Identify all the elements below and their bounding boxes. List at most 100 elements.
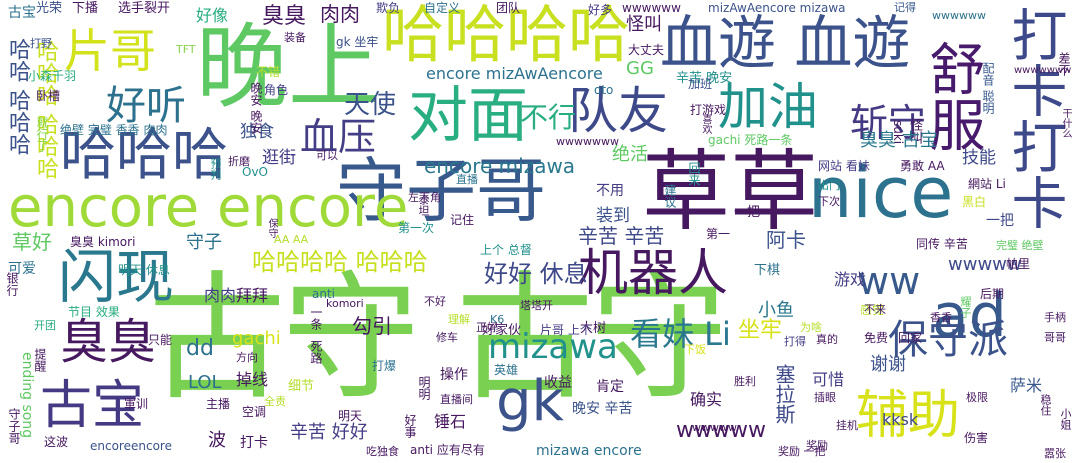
word: 吃独食 xyxy=(366,445,399,458)
word: 晚上 xyxy=(196,14,381,121)
word: 臭臭 古宝 xyxy=(860,130,938,151)
word: 打卡打卡 xyxy=(1002,6,1067,230)
word: 保守 xyxy=(266,218,277,238)
word: 塔塔开 xyxy=(520,299,553,312)
word: AA AA xyxy=(274,233,309,246)
word: TFT xyxy=(176,43,196,56)
word: 好听 xyxy=(106,83,186,129)
word: 明天 休息 xyxy=(118,263,170,277)
word: 明明 xyxy=(417,376,431,400)
word: 稳住 xyxy=(1039,394,1052,416)
word: 一把 xyxy=(986,213,1014,229)
word: 装到 xyxy=(596,206,630,226)
word: 血遊 血遊 xyxy=(660,9,911,77)
word: 肉肉 xyxy=(320,2,360,26)
word: 帕里 xyxy=(1006,257,1031,271)
word: 差不 xyxy=(1057,52,1071,76)
word: 辛苦 辛苦 xyxy=(578,224,665,248)
word: 上个 总督 xyxy=(480,243,532,257)
word: 哈哈 哈哈哈 xyxy=(5,38,30,155)
word: 好多 xyxy=(588,3,613,17)
word: nice xyxy=(808,152,954,234)
word: 肉肉 xyxy=(204,286,237,305)
word: 片哥 上个 xyxy=(540,323,592,337)
word: 绝活 xyxy=(612,144,648,165)
word: mizawa encore xyxy=(536,443,642,459)
word: 免费 xyxy=(864,331,889,345)
word: 选手裂开 xyxy=(118,1,171,16)
word: 手柄 xyxy=(1044,311,1066,324)
word: encore mizAwAencore xyxy=(426,64,603,83)
word: 耀子 xyxy=(959,296,972,318)
word: 干什么 xyxy=(1060,108,1071,138)
word: 网站 看妹 xyxy=(818,159,870,173)
word: 挂机 xyxy=(836,419,858,432)
word: 角色 xyxy=(264,83,289,97)
word: 古守 古守 xyxy=(148,258,728,419)
word: 不好 xyxy=(424,295,446,308)
word: 守子哥 xyxy=(336,150,546,232)
word: 自定义 xyxy=(424,1,461,15)
word: 同传 辛苦 xyxy=(916,237,968,251)
word: 确实 xyxy=(690,390,723,409)
word: 不行 xyxy=(520,101,577,134)
word: 一把 xyxy=(734,205,761,220)
word: 舒服 xyxy=(920,40,985,152)
word: 打爆 xyxy=(372,359,397,373)
word: gachi xyxy=(232,328,281,349)
word: 直播 xyxy=(456,173,478,186)
word: 怪叫 xyxy=(626,14,662,35)
word: 草好 xyxy=(12,230,52,254)
word: komori xyxy=(326,297,364,310)
word: 伤害 xyxy=(964,431,989,445)
word: 收益 xyxy=(544,375,572,391)
word: 锤石 xyxy=(434,412,467,431)
word: 片哥 xyxy=(64,24,156,78)
word: 奖励 一把 xyxy=(778,445,826,458)
word: 建议 xyxy=(663,184,677,208)
word: 哈哈哈哈 哈哈哈 xyxy=(252,248,428,276)
word: 天使 xyxy=(344,90,397,120)
word: anti xyxy=(312,287,335,301)
word: 打得 xyxy=(784,335,806,348)
word: 感觉 xyxy=(860,303,885,317)
word: suki xyxy=(891,120,905,145)
word: 臭臭 xyxy=(262,4,307,29)
word: anti 应有尽有 xyxy=(410,443,485,457)
word: 闪现 xyxy=(58,243,175,311)
word: 游戏 xyxy=(834,270,867,289)
word: 哈哈哈哈 xyxy=(382,0,631,71)
word: 奖励 xyxy=(806,439,828,452)
word: 后期 xyxy=(980,287,1005,301)
word: 左下角 xyxy=(408,191,441,204)
word: 晚安 晚安 xyxy=(249,82,263,134)
word: 对面 xyxy=(408,81,528,151)
word: 修车 xyxy=(436,331,458,344)
word: 可以 xyxy=(316,149,338,162)
word: 第一次 xyxy=(398,221,435,235)
word: 方向 xyxy=(236,351,258,364)
word: encoreencore xyxy=(90,439,172,453)
word: 哥哥 xyxy=(1044,331,1066,344)
word: 香香 xyxy=(930,311,952,324)
word: 肯定 xyxy=(596,379,624,395)
word: 节目 效果 xyxy=(68,305,120,319)
word: 出门 xyxy=(818,179,840,192)
word: 折磨 xyxy=(228,155,250,168)
word: 记住 xyxy=(450,213,475,227)
word: 下播 xyxy=(72,1,99,16)
word: 欺负 xyxy=(376,1,401,15)
word: 极限 xyxy=(966,391,988,404)
word: 绝壁 完璧 香香 肉肉 xyxy=(60,123,168,137)
word: wwwww xyxy=(692,421,737,434)
word: kksk xyxy=(882,410,919,429)
word: encore encore xyxy=(8,175,409,240)
word: 空调 xyxy=(242,405,267,419)
word: 记得 xyxy=(894,1,916,14)
word: 哈哈哈 xyxy=(60,123,228,188)
word: mizawa xyxy=(488,327,618,367)
word: 血压 xyxy=(300,115,377,159)
word: 辛苦 晚安 xyxy=(676,71,733,86)
word: 就行了 xyxy=(35,116,49,152)
word: 卧槽 xyxy=(36,89,61,103)
